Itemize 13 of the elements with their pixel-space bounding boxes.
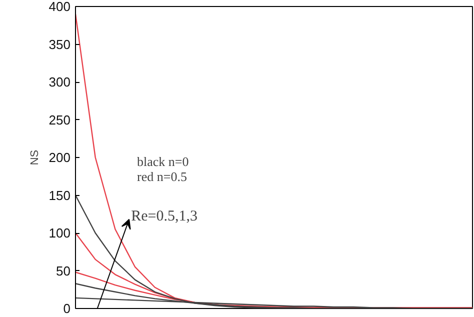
y-tick-label: 100 — [48, 226, 71, 240]
annotation: black n=0 — [137, 154, 189, 169]
y-tick-label: 150 — [48, 188, 71, 203]
y-tick-label: 0 — [63, 301, 71, 316]
y-tick-label: 200 — [48, 150, 71, 165]
y-tick-label: 400 — [48, 0, 71, 14]
annotation: Re=0.5,1,3 — [131, 208, 198, 224]
y-tick-label: 300 — [48, 74, 71, 90]
y-tick-label: 250 — [48, 112, 71, 128]
y-axis-title: NS — [28, 150, 41, 166]
y-tick-label: 350 — [48, 36, 71, 52]
annotation: red n=0.5 — [137, 168, 187, 184]
y-tick-label: 50 — [56, 263, 71, 278]
